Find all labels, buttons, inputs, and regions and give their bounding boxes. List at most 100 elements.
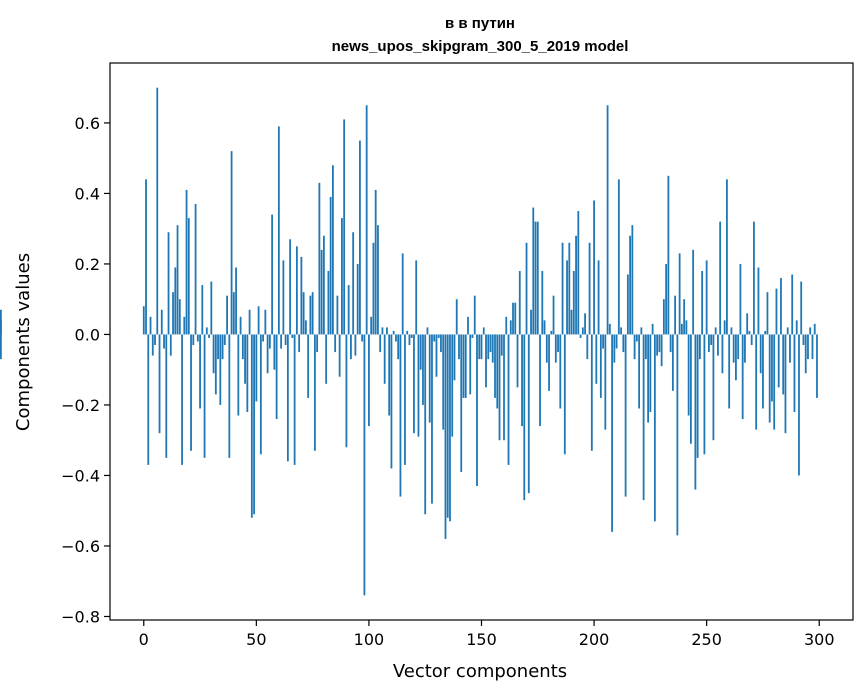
bar	[753, 221, 755, 335]
bar	[352, 232, 355, 335]
bar	[325, 334, 328, 384]
bar	[539, 334, 541, 427]
bar	[410, 334, 413, 338]
x-tick-label: 100	[354, 630, 385, 649]
bar	[467, 316, 469, 335]
bar	[455, 299, 458, 335]
bar	[728, 334, 731, 409]
bar	[514, 302, 517, 335]
bar	[491, 334, 494, 363]
bar	[813, 323, 816, 335]
bar	[559, 334, 562, 409]
bar	[442, 334, 445, 430]
bar	[599, 334, 602, 398]
bar	[500, 334, 503, 356]
bar	[444, 334, 447, 539]
bar	[354, 334, 357, 356]
bar	[433, 334, 436, 342]
bar	[359, 140, 361, 335]
bar	[151, 334, 154, 356]
bar	[219, 334, 222, 405]
bar	[462, 334, 465, 398]
bar	[399, 334, 402, 497]
bar	[395, 334, 397, 342]
bar	[147, 334, 150, 465]
bar	[712, 334, 715, 441]
chart-title-line-2: news_upos_skipgram_300_5_2019 model	[332, 38, 629, 55]
bar	[277, 126, 280, 335]
bar	[307, 334, 310, 398]
bar	[160, 309, 163, 335]
bar	[629, 235, 631, 335]
bar	[795, 320, 798, 335]
bar	[266, 334, 269, 374]
bar	[169, 334, 172, 356]
bar	[223, 334, 226, 346]
bar	[579, 334, 582, 338]
bar	[773, 334, 776, 430]
bar	[485, 334, 487, 388]
bar	[649, 334, 652, 413]
bar	[264, 309, 267, 335]
bar	[687, 334, 690, 416]
bar	[205, 327, 208, 335]
bar	[341, 218, 343, 335]
bar	[748, 330, 751, 335]
bar	[377, 225, 379, 335]
bar	[635, 334, 638, 342]
bar	[705, 260, 708, 335]
x-axis-label: Vector components	[393, 661, 567, 682]
bar	[644, 334, 647, 360]
bar	[789, 334, 791, 363]
bar	[406, 330, 409, 335]
bar	[392, 330, 395, 335]
bar	[570, 309, 573, 335]
bar	[309, 295, 312, 335]
bar	[311, 292, 314, 335]
bar	[545, 334, 548, 363]
bar	[446, 334, 449, 518]
bar	[660, 334, 663, 367]
bar	[253, 334, 255, 515]
y-tick-label: −0.2	[61, 396, 100, 415]
bar	[302, 292, 305, 335]
bar	[572, 270, 575, 335]
y-tick-label: 0.4	[75, 184, 100, 203]
bar	[584, 313, 586, 335]
bar	[163, 334, 165, 349]
y-tick-label: 0.2	[75, 255, 100, 274]
bar	[802, 334, 805, 346]
bar	[280, 334, 283, 349]
bar	[214, 334, 217, 395]
bar	[685, 320, 688, 335]
bar	[174, 267, 177, 335]
bar	[732, 334, 735, 363]
bar	[633, 334, 636, 360]
bar	[172, 292, 174, 335]
bar	[764, 330, 767, 335]
bar	[595, 334, 598, 384]
bar	[275, 334, 278, 420]
bar	[561, 242, 564, 335]
bar	[521, 334, 523, 427]
bar	[0, 309, 2, 335]
bar	[717, 334, 719, 356]
bar	[651, 323, 654, 335]
bar	[250, 334, 253, 518]
bar	[494, 334, 496, 398]
bar	[363, 334, 366, 596]
bar	[624, 334, 627, 497]
bar	[361, 334, 364, 342]
bars-group	[0, 87, 818, 596]
bar	[532, 207, 535, 335]
bar	[386, 327, 388, 335]
bar	[210, 281, 213, 335]
bar	[368, 334, 370, 427]
x-tick-label: 150	[466, 630, 497, 649]
bar	[401, 253, 404, 335]
bar	[388, 334, 391, 416]
bar	[322, 235, 325, 335]
bar	[719, 221, 722, 335]
bar	[793, 334, 796, 413]
bar	[370, 316, 373, 335]
